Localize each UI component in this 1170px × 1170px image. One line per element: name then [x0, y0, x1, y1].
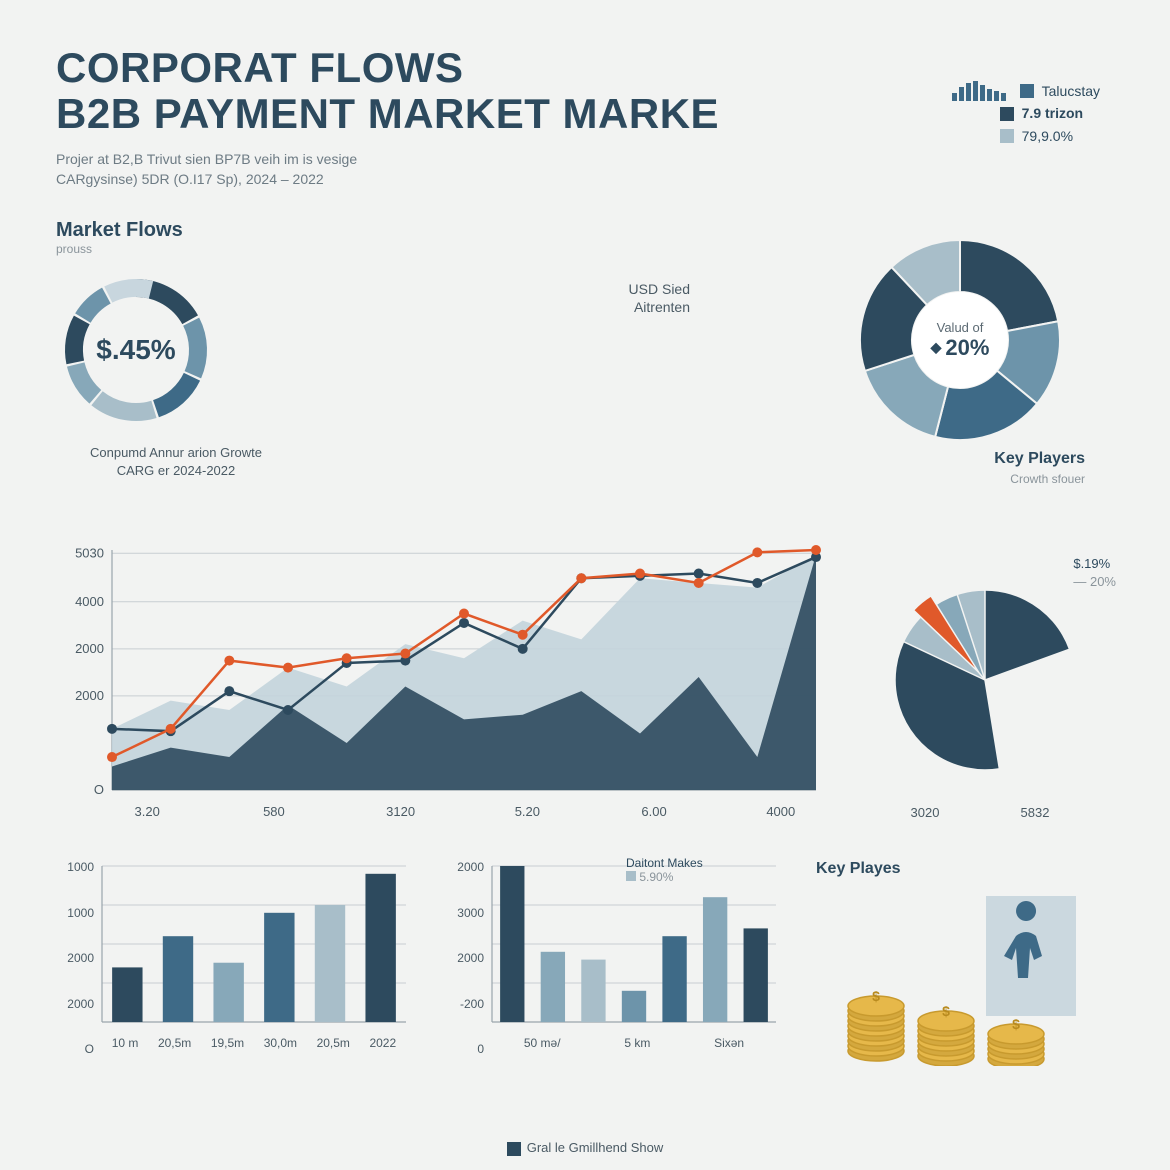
mini-bars-icon: [952, 81, 1006, 101]
swatch-1: [1020, 84, 1034, 98]
donut-right-label: Valud of: [937, 320, 984, 335]
svg-text:5030: 5030: [75, 545, 104, 560]
main-chart: 5030 4000 2000 2000 O 3.20 580 3120 5.20 6.00 4000: [56, 540, 826, 830]
donut-left-value: $.45%: [56, 270, 216, 430]
page-subtitle: Projer at B2,B Trivut sien BP7B veih im …: [56, 150, 1114, 189]
svg-text:4000: 4000: [75, 594, 104, 609]
legend-top: Talucstay 7.9 trizon 79,9.0%: [952, 80, 1100, 147]
cagr-line1: Conpumd Annur arion Growte: [56, 444, 296, 462]
donut-right-block: Valud of ◆20%: [820, 230, 1100, 450]
svg-text:3120: 3120: [386, 804, 415, 819]
main-chart-svg: 5030 4000 2000 2000 O 3.20 580 3120 5.20 6.00 4000: [56, 540, 826, 830]
bar-chart-left: 1000100020002000O 10 m20,5m19,5m30,0m20,…: [56, 860, 416, 1080]
diamond-icon: ◆: [931, 339, 942, 356]
pie-right-svg: [870, 570, 1100, 770]
svg-text:580: 580: [263, 804, 285, 819]
svg-text:$: $: [942, 1003, 950, 1019]
bar-left-svg: [56, 860, 416, 1030]
market-flows-sub: prouss: [56, 242, 356, 256]
swatch-3: [1000, 129, 1014, 143]
donut-right-value: 20%: [945, 335, 989, 361]
market-flows-title: Market Flows: [56, 219, 356, 242]
key-players-label: Key Players: [994, 450, 1085, 468]
swatch-2: [1000, 107, 1014, 121]
svg-text:6.00: 6.00: [641, 804, 666, 819]
market-flows-block: Market Flows prouss $.45% Conpumd Annur …: [56, 219, 356, 480]
legend-item-3: 79,9.0%: [1022, 125, 1073, 147]
usd-label: USD Sied Aitrenten: [590, 280, 690, 316]
svg-text:5.20: 5.20: [515, 804, 540, 819]
pie-label-2: 20%: [1090, 574, 1116, 589]
coins-icon: $ $ $: [816, 886, 1096, 1066]
cagr-line2: CARG er 2024-2022: [56, 462, 296, 480]
pie-x1: 3020: [911, 805, 940, 820]
bar-mid-sub: 5.90%: [639, 870, 673, 884]
svg-text:2000: 2000: [75, 641, 104, 656]
legend-item-1: Talucstay: [1042, 80, 1100, 102]
svg-text:2000: 2000: [75, 688, 104, 703]
subtitle-line2: CARgysinse) 5DR (O.I17 Sp), 2024 – 2022: [56, 170, 1114, 190]
svg-text:O: O: [94, 782, 104, 797]
svg-text:$: $: [872, 988, 880, 1004]
pie-labels: $.19% — 20%: [1073, 555, 1116, 591]
pie-right: [870, 570, 1100, 775]
svg-text:$: $: [1012, 1016, 1020, 1032]
svg-text:4000: 4000: [766, 804, 795, 819]
bar-mid-svg: [446, 860, 786, 1030]
footer-text: Gral le Gmillhend Show: [527, 1140, 664, 1155]
svg-text:3.20: 3.20: [135, 804, 160, 819]
pie-label-1: $.19%: [1073, 555, 1116, 573]
key-players-box-title: Key Playes: [816, 860, 1096, 878]
bar-chart-mid: Daitont Makes 5.90% 200030002000-2000 50…: [446, 860, 786, 1080]
key-players-sub: Crowth sfouer: [1010, 472, 1085, 486]
pie-x2: 5832: [1021, 805, 1050, 820]
bar-mid-title: Daitont Makes: [626, 856, 703, 870]
legend-item-2: 7.9 trizon: [1022, 102, 1083, 124]
subtitle-line1: Projer at B2,B Trivut sien BP7B veih im …: [56, 150, 1114, 170]
key-players-box: Key Playes $ $ $: [816, 860, 1096, 1080]
footer-legend: Gral le Gmillhend Show: [0, 1140, 1170, 1156]
